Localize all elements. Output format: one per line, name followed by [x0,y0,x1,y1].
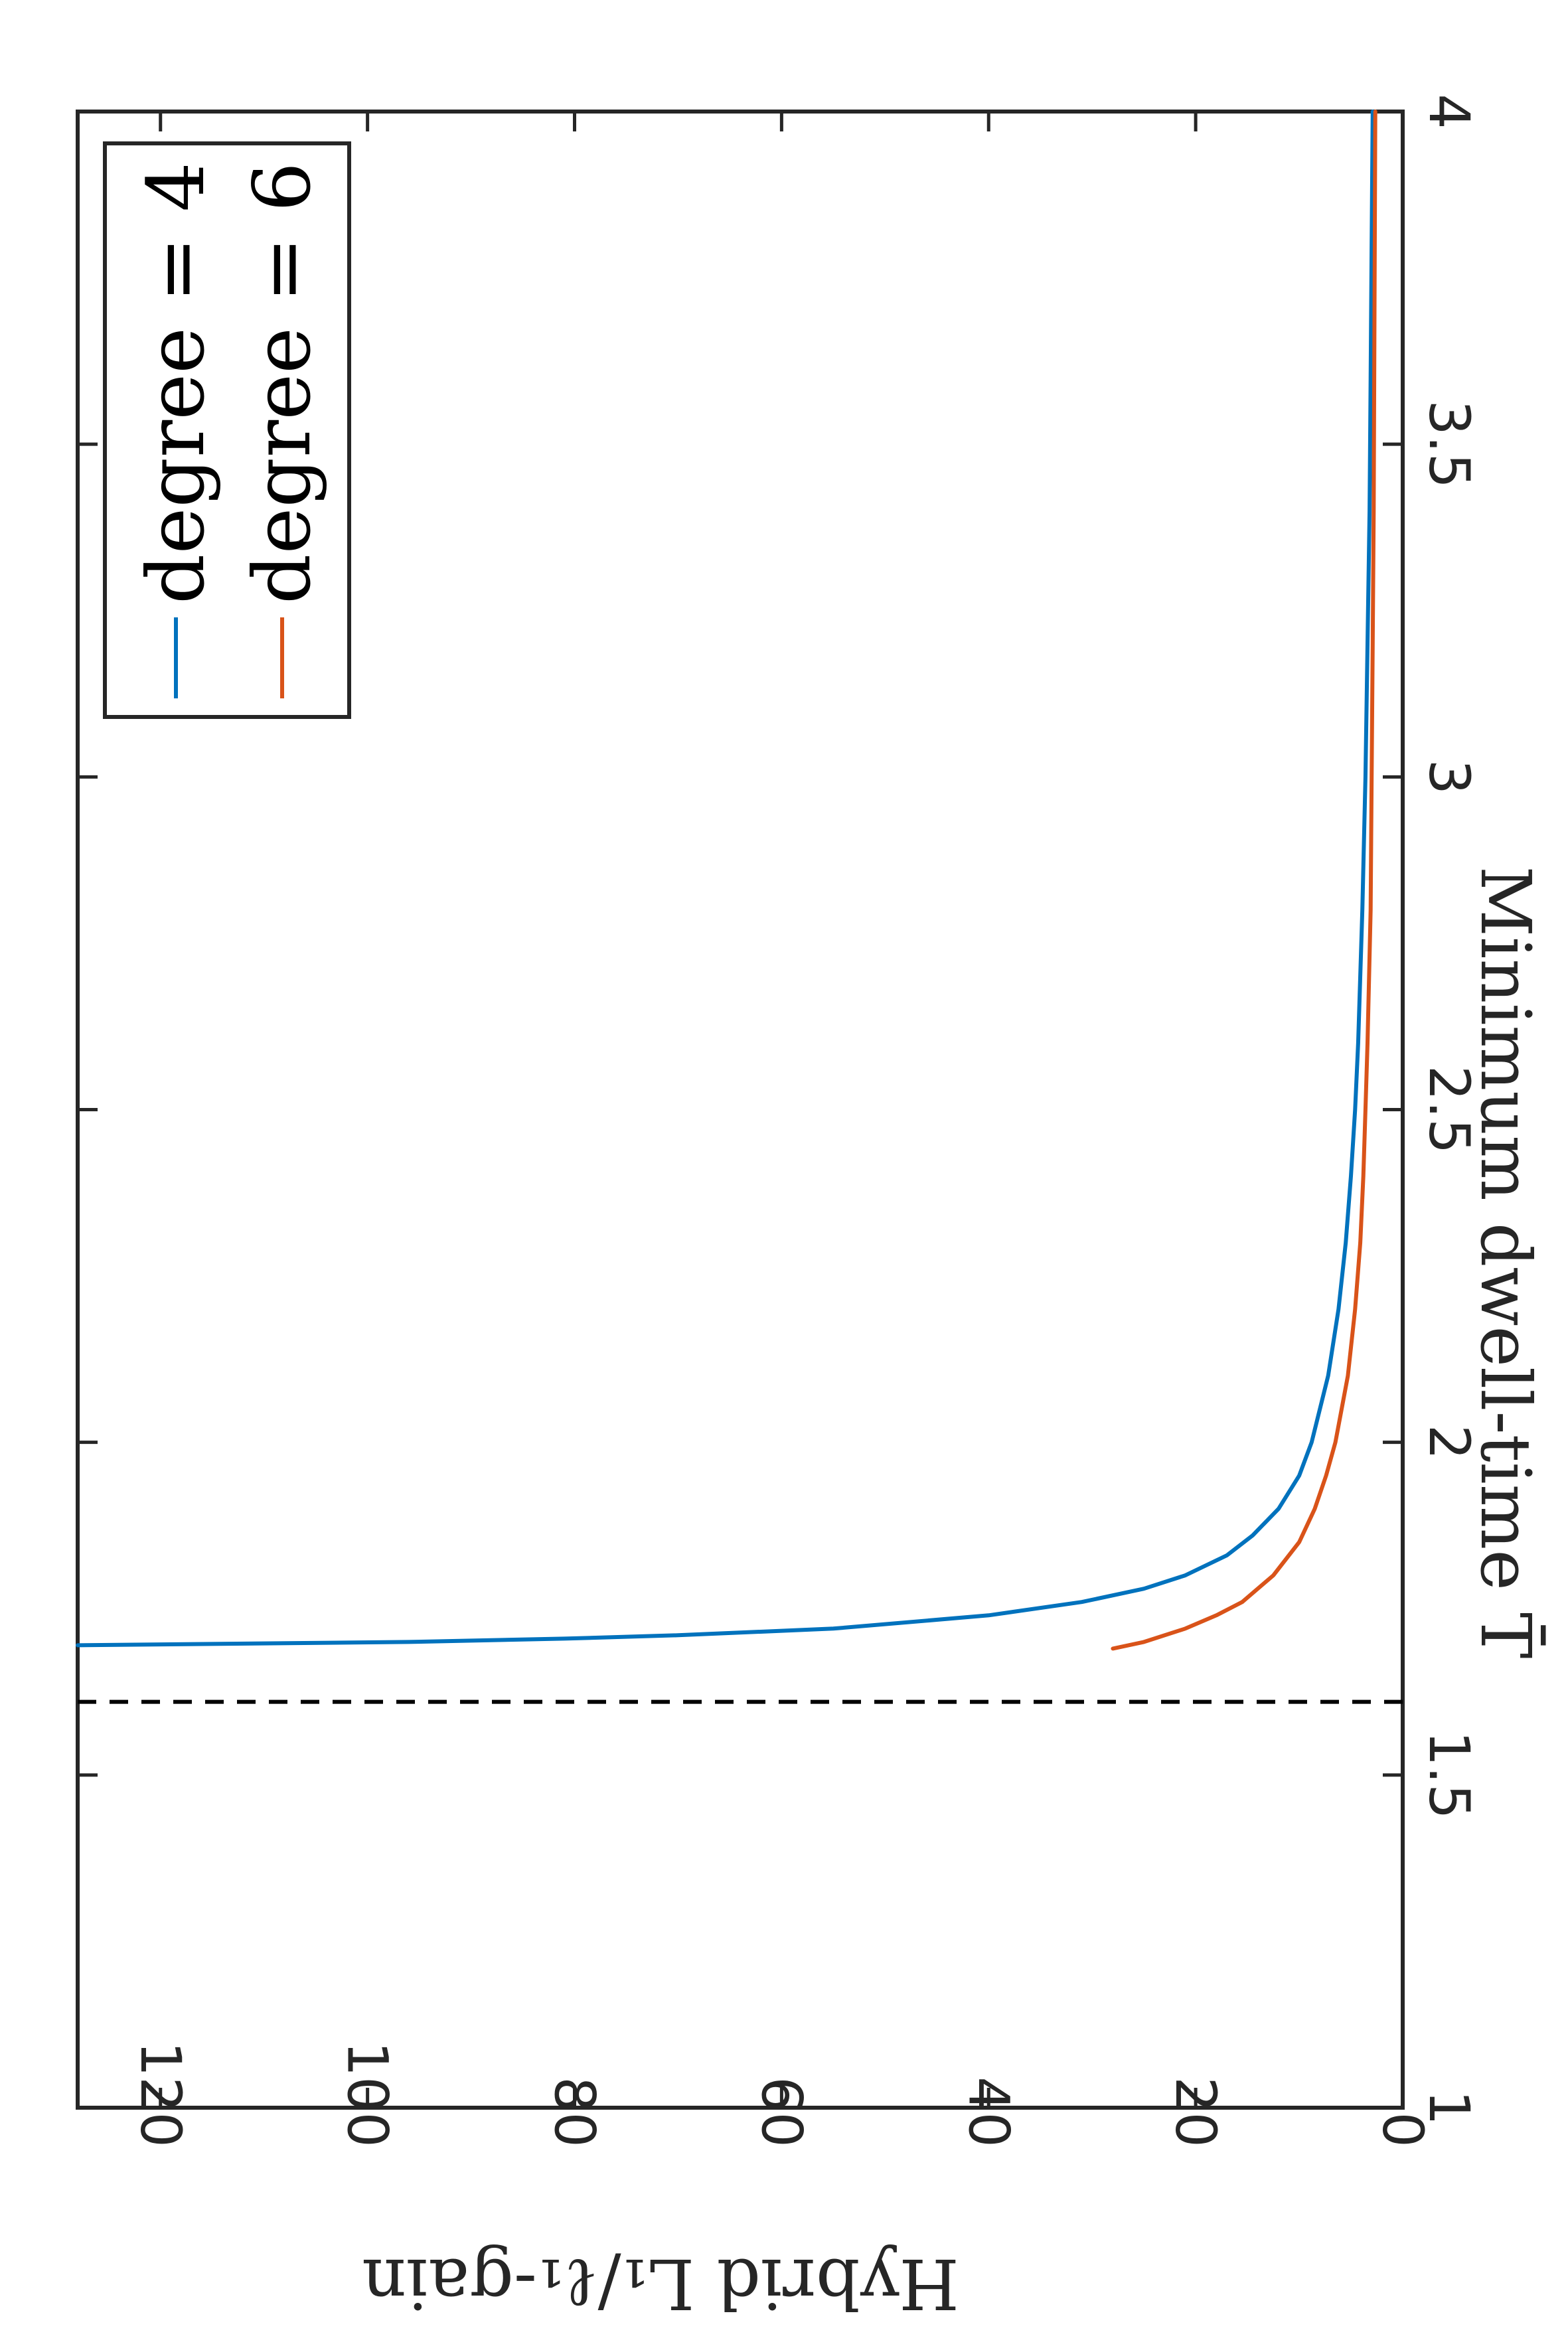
y-tick-label: 0 [1370,2112,1435,2148]
x-tick-label: 4 [1417,94,1482,129]
x-tick-label: 3 [1417,759,1482,795]
x-tick-label: 1.5 [1417,1731,1482,1820]
x-tick-label: 2 [1417,1425,1482,1460]
y-tick-label: 80 [542,2077,607,2148]
x-tick-label: 2.5 [1417,1065,1482,1154]
legend-box [103,141,351,719]
legend: degree = 4 degree = 6 [103,141,351,719]
series-line-2 [1111,110,1377,1651]
x-tick-label: 3.5 [1417,400,1482,489]
y-tick-label: 60 [749,2077,814,2148]
legend-label-2: degree = 6 [236,162,328,604]
x-axis-label: Minimum dwell-time T̄ [1465,866,1547,1659]
y-tick-label: 40 [956,2077,1021,2148]
y-tick-label: 120 [128,2041,193,2148]
x-tick-label: 1 [1417,2090,1482,2125]
y-axis-label: Hybrid L₁/ℓ₁-gain [362,2243,959,2324]
series-line-1 [76,110,1375,1648]
legend-label-1: degree = 4 [130,162,222,604]
y-tick-label: 100 [335,2041,400,2148]
y-tick-label: 20 [1163,2077,1228,2148]
